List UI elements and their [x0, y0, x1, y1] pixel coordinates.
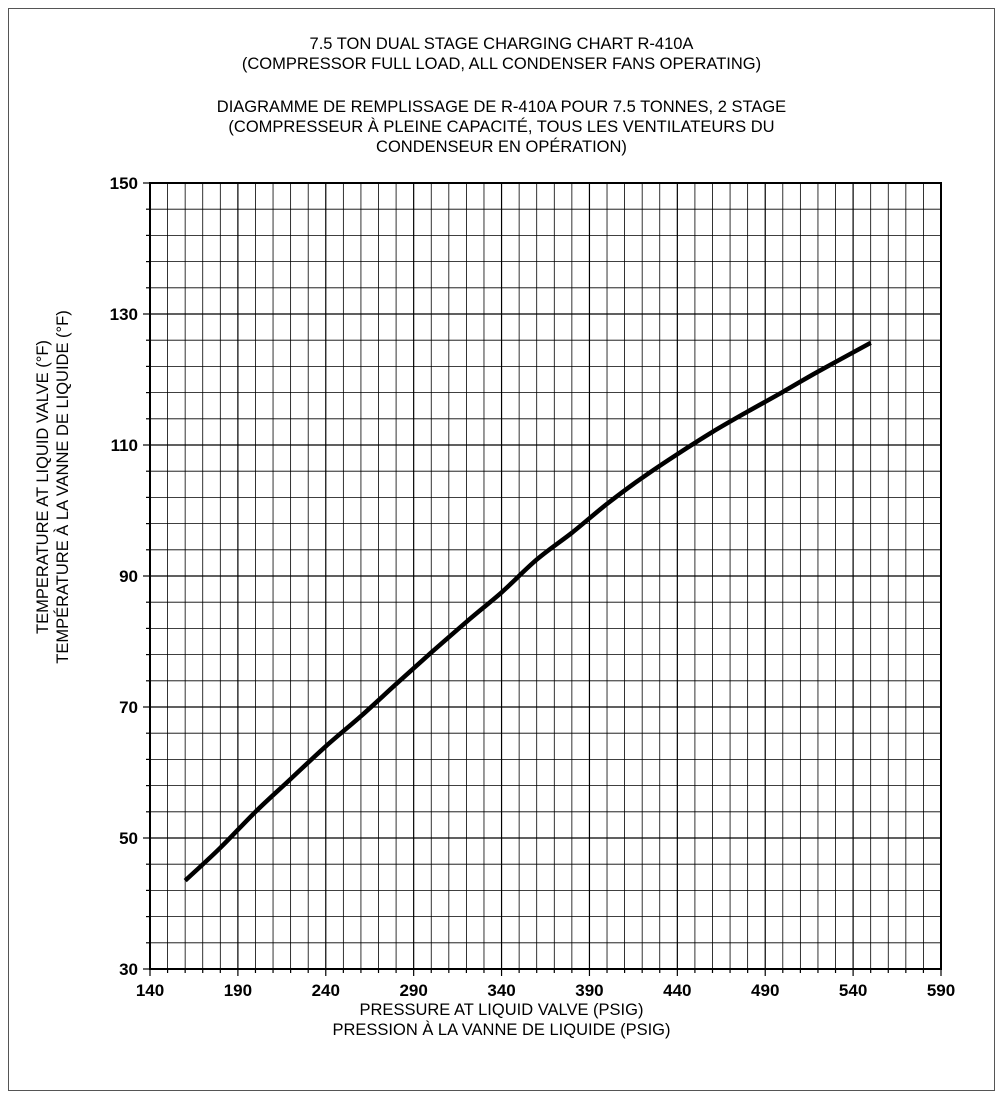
y-tick-label: 110 — [111, 436, 138, 455]
x-tick-label: 290 — [399, 981, 427, 1000]
y-tick-label: 30 — [119, 960, 138, 979]
chart-title-line-1: 7.5 TON DUAL STAGE CHARGING CHART R-410A — [309, 35, 694, 53]
charging-curve-line — [183, 340, 872, 883]
axis-layer — [143, 182, 942, 976]
grid-layer — [150, 183, 941, 969]
x-tick-label: 490 — [751, 981, 779, 1000]
x-tick-label: 190 — [224, 981, 252, 1000]
y-axis-label: TEMPERATURE AT LIQUID VALVE (°F) TEMPÉRA… — [34, 310, 72, 663]
y-tick-label: 50 — [119, 829, 138, 848]
tick-label-layer: 140 190 240 290 340 390 440 490 540 590 30 50 70 90 11… — [110, 174, 956, 1000]
x-tick-label: 140 — [136, 981, 164, 1000]
x-tick-label: 440 — [663, 981, 691, 1000]
x-tick-label: 340 — [487, 981, 515, 1000]
chart-title-line-4: (COMPRESSEUR À PLEINE CAPACITÉ, TOUS LES… — [228, 118, 775, 136]
chart-title-line-2: (COMPRESSOR FULL LOAD, ALL CONDENSER FAN… — [241, 55, 762, 73]
y-tick-label: 130 — [110, 305, 138, 324]
x-axis-label-line-1: PRESSURE AT LIQUID VALVE (PSIG) — [359, 1001, 644, 1019]
chart-title-line-5: CONDENSEUR EN OPÉRATION) — [376, 138, 627, 156]
x-tick-label: 590 — [927, 981, 955, 1000]
x-tick-label: 390 — [575, 981, 603, 1000]
series-layer — [183, 340, 872, 883]
x-tick-label: 540 — [839, 981, 867, 1000]
chart-title-line-3: DIAGRAMME DE REMPLISSAGE DE R-410A POUR … — [216, 98, 787, 116]
x-tick-label: 240 — [312, 981, 340, 1000]
y-tick-label: 150 — [110, 174, 138, 193]
x-axis-label-line-2: PRESSION À LA VANNE DE LIQUIDE (PSIG) — [332, 1021, 671, 1039]
y-tick-label: 90 — [119, 567, 138, 586]
y-tick-label: 70 — [119, 698, 138, 717]
y-axis-label-line-1: TEMPERATURE AT LIQUID VALVE (°F) — [34, 340, 52, 634]
y-axis-label-line-2: TEMPÉRATURE À LA VANNE DE LIQUIDE (°F) — [53, 310, 72, 663]
